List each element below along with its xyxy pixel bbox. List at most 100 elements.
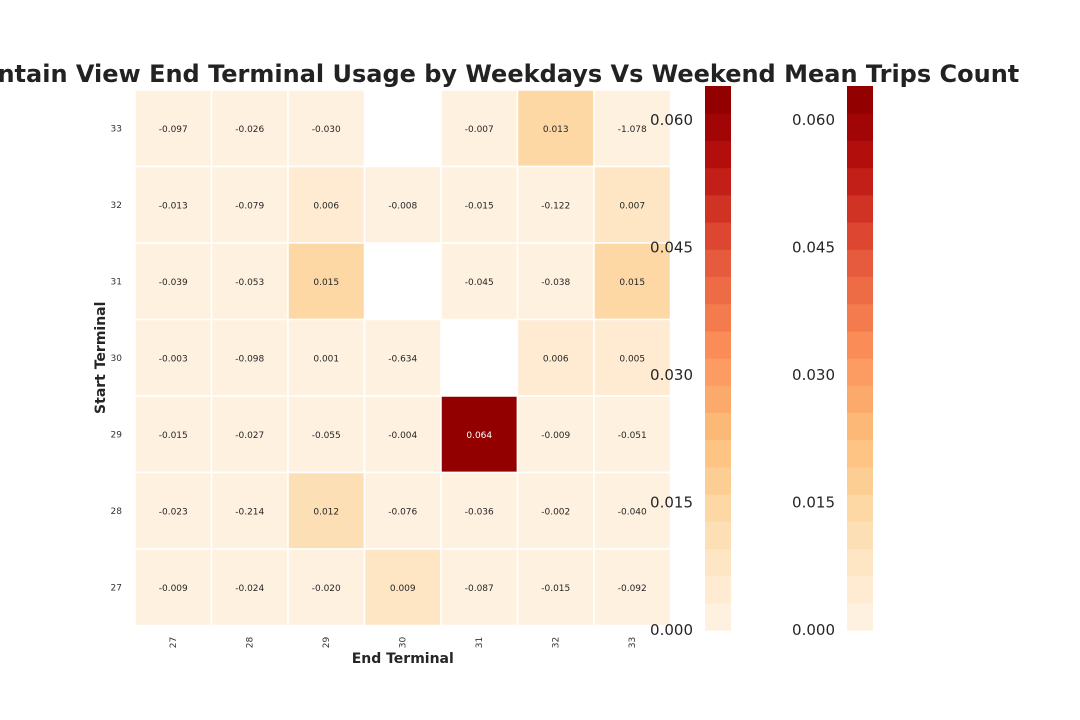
heatmap-cell bbox=[210, 242, 289, 321]
cell-value-label: -0.027 bbox=[235, 431, 264, 441]
cell-value-label: -0.053 bbox=[235, 278, 264, 288]
colorbar-segment bbox=[847, 303, 873, 332]
cell-value-label: -0.007 bbox=[465, 125, 494, 135]
cell-value-label: -0.020 bbox=[312, 584, 341, 594]
cell-value-label: -0.015 bbox=[465, 201, 494, 211]
colorbar-segment bbox=[847, 548, 873, 577]
cell-value-label: -0.008 bbox=[388, 201, 417, 211]
cell-value-label: -0.039 bbox=[159, 278, 188, 288]
y-tick-label: 27 bbox=[111, 583, 122, 593]
colorbar-segment bbox=[847, 494, 873, 522]
heatmap-cell bbox=[134, 89, 213, 168]
colorbar-segment bbox=[847, 385, 873, 413]
heatmap-cell bbox=[593, 242, 672, 321]
heatmap-cell bbox=[287, 242, 366, 321]
colorbar-segment bbox=[847, 439, 873, 468]
x-tick-label: 29 bbox=[322, 637, 332, 649]
heatmap-cell bbox=[287, 318, 366, 397]
x-axis-label: End Terminal bbox=[352, 651, 454, 667]
cell-value-label: -0.013 bbox=[159, 201, 188, 211]
y-axis-label: Start Terminal bbox=[93, 302, 109, 414]
y-tick-label: 28 bbox=[111, 507, 123, 517]
heatmap-cell bbox=[287, 89, 366, 168]
colorbar-segment bbox=[705, 466, 731, 495]
colorbar-segment bbox=[705, 140, 731, 169]
colorbar-segment bbox=[847, 602, 873, 631]
colorbar-segment bbox=[705, 358, 731, 386]
colorbar-tick-label: 0.030 bbox=[792, 366, 835, 384]
y-tick-label: 31 bbox=[111, 277, 122, 287]
colorbar-segment bbox=[847, 466, 873, 495]
colorbar-tick-label: 0.045 bbox=[792, 239, 835, 257]
cell-value-label: 0.015 bbox=[619, 278, 645, 288]
cell-value-label: -0.092 bbox=[618, 584, 647, 594]
colorbar-tick-label: 0.015 bbox=[792, 494, 835, 512]
heatmap-cell bbox=[516, 548, 595, 627]
y-tick-label: 32 bbox=[111, 201, 122, 211]
cell-value-label: -0.634 bbox=[388, 354, 417, 364]
heatmap-cell bbox=[516, 242, 595, 321]
cell-value-label: 0.015 bbox=[313, 278, 339, 288]
heatmap-cell bbox=[134, 395, 213, 474]
chart-title: Mountain View End Terminal Usage by Week… bbox=[0, 60, 1020, 88]
colorbar-segment bbox=[705, 494, 731, 522]
heatmap-cell bbox=[363, 548, 442, 627]
cell-value-label: -0.009 bbox=[541, 431, 570, 441]
cell-value-label: 0.005 bbox=[619, 354, 645, 364]
colorbar-segment bbox=[705, 330, 731, 359]
cell-value-label: 0.013 bbox=[543, 125, 569, 135]
colorbar-segment bbox=[847, 140, 873, 169]
colorbar-segment bbox=[705, 222, 731, 250]
colorbar-tick-label: 0.030 bbox=[650, 366, 693, 384]
colorbar-tick-label: 0.045 bbox=[650, 239, 693, 257]
heatmap-cell bbox=[210, 471, 289, 550]
heatmap-cell bbox=[440, 395, 519, 474]
heatmap-cell bbox=[593, 471, 672, 550]
heatmap-cell bbox=[516, 471, 595, 550]
x-tick-label: 30 bbox=[398, 637, 408, 649]
colorbar-segment bbox=[847, 412, 873, 441]
colorbar-segment bbox=[847, 194, 873, 223]
cell-value-label: -0.055 bbox=[312, 431, 341, 441]
colorbar-segment bbox=[705, 439, 731, 468]
colorbar-tick-label: 0.000 bbox=[792, 621, 835, 639]
colorbar-segment bbox=[705, 412, 731, 441]
x-tick-label: 27 bbox=[169, 637, 179, 648]
colorbar-segment bbox=[705, 548, 731, 577]
colorbar-segment bbox=[705, 249, 731, 277]
x-tick-label: 33 bbox=[628, 637, 638, 648]
cell-value-label: -0.030 bbox=[312, 125, 341, 135]
colorbar-segment bbox=[847, 521, 873, 549]
cell-value-label: -0.015 bbox=[159, 431, 188, 441]
colorbar-segment bbox=[847, 276, 873, 305]
cell-value-label: -0.098 bbox=[235, 354, 264, 364]
heatmap-cell bbox=[593, 548, 672, 627]
heatmap-cell bbox=[593, 165, 672, 244]
cell-value-label: -0.097 bbox=[159, 125, 188, 135]
cell-value-label: -0.214 bbox=[235, 507, 264, 517]
colorbar-segment bbox=[705, 276, 731, 305]
colorbar-tick-label: 0.060 bbox=[792, 111, 835, 129]
cell-value-label: 0.064 bbox=[466, 431, 492, 441]
cell-value-label: -0.009 bbox=[159, 584, 188, 594]
cell-value-label: -0.026 bbox=[235, 125, 264, 135]
cell-value-label: -0.024 bbox=[235, 584, 264, 594]
cell-value-label: 0.007 bbox=[619, 201, 645, 211]
heatmap-cell bbox=[440, 165, 519, 244]
colorbar-segment bbox=[847, 575, 873, 604]
cell-value-label: -0.087 bbox=[465, 584, 494, 594]
y-tick-label: 30 bbox=[111, 354, 123, 364]
heatmap-cell bbox=[593, 318, 672, 397]
colorbar-segment bbox=[847, 358, 873, 386]
x-tick-label: 28 bbox=[245, 637, 255, 649]
heatmap-cell bbox=[363, 395, 442, 474]
cell-value-label: 0.001 bbox=[313, 354, 339, 364]
cell-value-label: -0.122 bbox=[541, 201, 570, 211]
cell-value-label: -0.079 bbox=[235, 201, 264, 211]
colorbar-segment bbox=[705, 602, 731, 631]
colorbar-segment bbox=[705, 385, 731, 413]
colorbar-segment bbox=[847, 249, 873, 277]
colorbar-segment bbox=[847, 330, 873, 359]
heatmap-cell bbox=[210, 548, 289, 627]
